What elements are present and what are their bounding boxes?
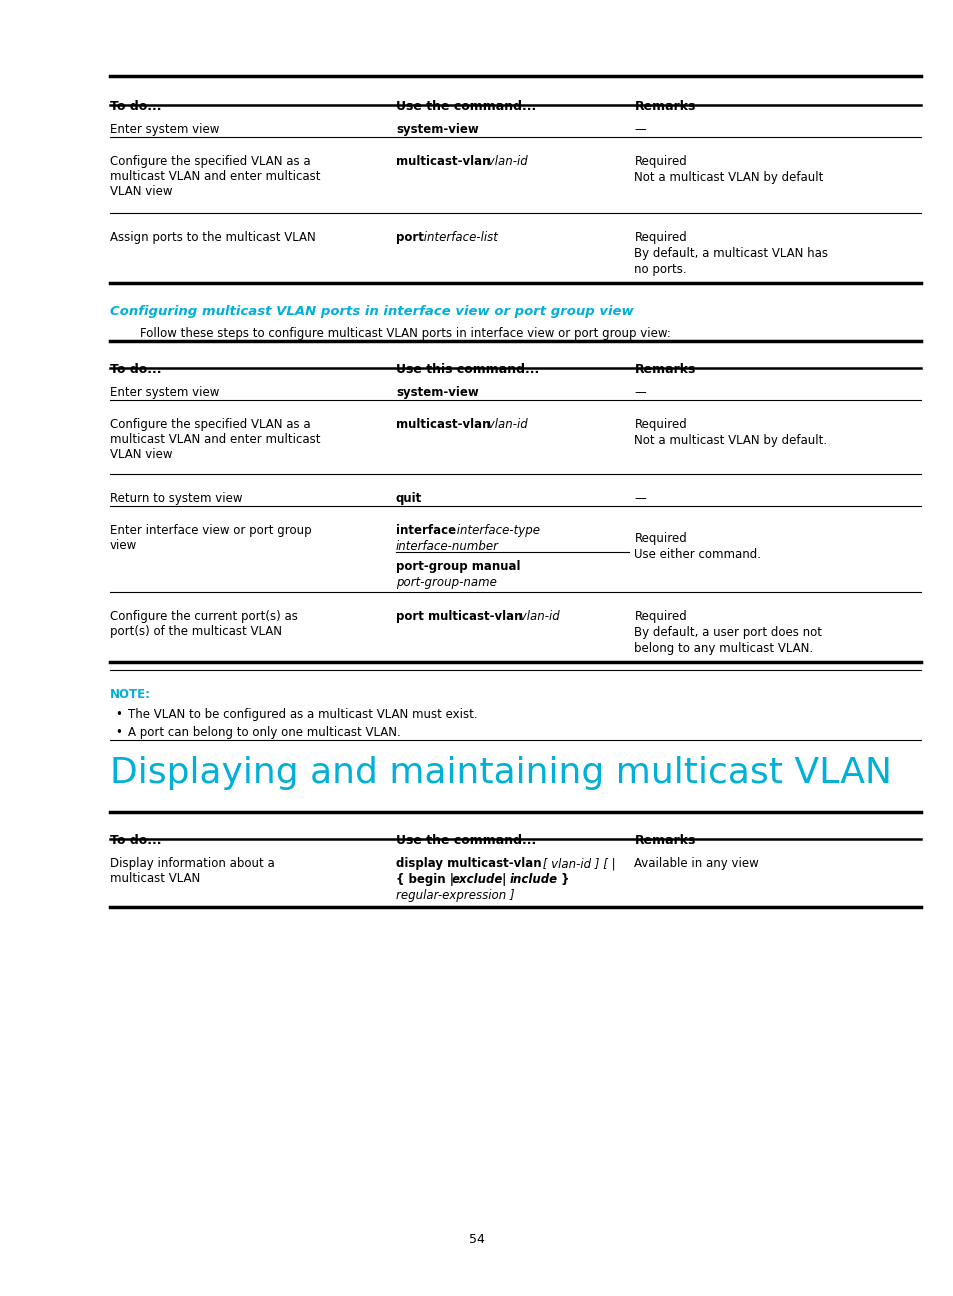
Text: Configure the specified VLAN as a
multicast VLAN and enter multicast
VLAN view: Configure the specified VLAN as a multic… bbox=[110, 419, 320, 461]
Text: system-view: system-view bbox=[395, 386, 478, 399]
Text: display multicast-vlan: display multicast-vlan bbox=[395, 857, 541, 870]
Text: The VLAN to be configured as a multicast VLAN must exist.: The VLAN to be configured as a multicast… bbox=[128, 708, 476, 721]
Text: Enter interface view or port group
view: Enter interface view or port group view bbox=[110, 524, 311, 552]
Text: Return to system view: Return to system view bbox=[110, 492, 242, 505]
Text: interface-list: interface-list bbox=[419, 231, 497, 244]
Text: Follow these steps to configure multicast VLAN ports in interface view or port g: Follow these steps to configure multicas… bbox=[139, 327, 670, 340]
Text: multicast-vlan: multicast-vlan bbox=[395, 156, 490, 168]
Text: —: — bbox=[634, 123, 645, 136]
Text: Use either command.: Use either command. bbox=[634, 548, 760, 561]
Text: regular-expression ]: regular-expression ] bbox=[395, 889, 514, 902]
Text: Assign ports to the multicast VLAN: Assign ports to the multicast VLAN bbox=[110, 231, 315, 244]
Text: port: port bbox=[395, 231, 423, 244]
Text: vlan-id: vlan-id bbox=[516, 610, 559, 623]
Text: Required: Required bbox=[634, 419, 686, 432]
Text: Remarks: Remarks bbox=[634, 363, 695, 376]
Text: include: include bbox=[509, 874, 558, 886]
Text: Available in any view: Available in any view bbox=[634, 857, 759, 870]
Text: vlan-id: vlan-id bbox=[483, 156, 527, 168]
Text: Configure the specified VLAN as a
multicast VLAN and enter multicast
VLAN view: Configure the specified VLAN as a multic… bbox=[110, 156, 320, 198]
Text: |: | bbox=[497, 874, 510, 886]
Text: multicast-vlan: multicast-vlan bbox=[395, 419, 490, 432]
Text: To do...: To do... bbox=[110, 100, 161, 113]
Text: vlan-id: vlan-id bbox=[483, 419, 527, 432]
Text: By default, a user port does not: By default, a user port does not bbox=[634, 626, 821, 639]
Text: interface: interface bbox=[395, 524, 456, 537]
Text: interface-type: interface-type bbox=[453, 524, 539, 537]
Text: To do...: To do... bbox=[110, 363, 161, 376]
Text: port-group manual: port-group manual bbox=[395, 560, 520, 573]
Text: —: — bbox=[634, 492, 645, 505]
Text: Required: Required bbox=[634, 156, 686, 168]
Text: Use the command...: Use the command... bbox=[395, 835, 536, 848]
Text: Enter system view: Enter system view bbox=[110, 123, 219, 136]
Text: Enter system view: Enter system view bbox=[110, 386, 219, 399]
Text: belong to any multicast VLAN.: belong to any multicast VLAN. bbox=[634, 642, 813, 654]
Text: Required: Required bbox=[634, 610, 686, 623]
Text: Use this command...: Use this command... bbox=[395, 363, 538, 376]
Text: port multicast-vlan: port multicast-vlan bbox=[395, 610, 522, 623]
Text: By default, a multicast VLAN has: By default, a multicast VLAN has bbox=[634, 248, 827, 260]
Text: Configure the current port(s) as
port(s) of the multicast VLAN: Configure the current port(s) as port(s)… bbox=[110, 610, 297, 638]
Text: 54: 54 bbox=[469, 1232, 484, 1245]
Text: A port can belong to only one multicast VLAN.: A port can belong to only one multicast … bbox=[128, 726, 400, 739]
Text: —: — bbox=[634, 386, 645, 399]
Text: Displaying and maintaining multicast VLAN: Displaying and maintaining multicast VLA… bbox=[110, 756, 891, 791]
Text: Not a multicast VLAN by default.: Not a multicast VLAN by default. bbox=[634, 434, 826, 447]
Text: port-group-name: port-group-name bbox=[395, 575, 497, 588]
Text: system-view: system-view bbox=[395, 123, 478, 136]
Text: NOTE:: NOTE: bbox=[110, 688, 151, 701]
Text: [ vlan-id ] [ |: [ vlan-id ] [ | bbox=[538, 857, 615, 870]
Text: Remarks: Remarks bbox=[634, 835, 695, 848]
Text: quit: quit bbox=[395, 492, 422, 505]
Text: Not a multicast VLAN by default: Not a multicast VLAN by default bbox=[634, 171, 823, 184]
Text: Use the command...: Use the command... bbox=[395, 100, 536, 113]
Text: interface-number: interface-number bbox=[395, 540, 498, 553]
Text: no ports.: no ports. bbox=[634, 263, 686, 276]
Text: Configuring multicast VLAN ports in interface view or port group view: Configuring multicast VLAN ports in inte… bbox=[110, 305, 633, 318]
Text: Required: Required bbox=[634, 231, 686, 244]
Text: }: } bbox=[557, 874, 569, 886]
Text: •: • bbox=[115, 708, 122, 721]
Text: Display information about a
multicast VLAN: Display information about a multicast VL… bbox=[110, 857, 274, 885]
Text: Required: Required bbox=[634, 531, 686, 546]
Text: exclude: exclude bbox=[452, 874, 503, 886]
Text: { begin |: { begin | bbox=[395, 874, 457, 886]
Text: •: • bbox=[115, 726, 122, 739]
Text: Remarks: Remarks bbox=[634, 100, 695, 113]
Text: To do...: To do... bbox=[110, 835, 161, 848]
